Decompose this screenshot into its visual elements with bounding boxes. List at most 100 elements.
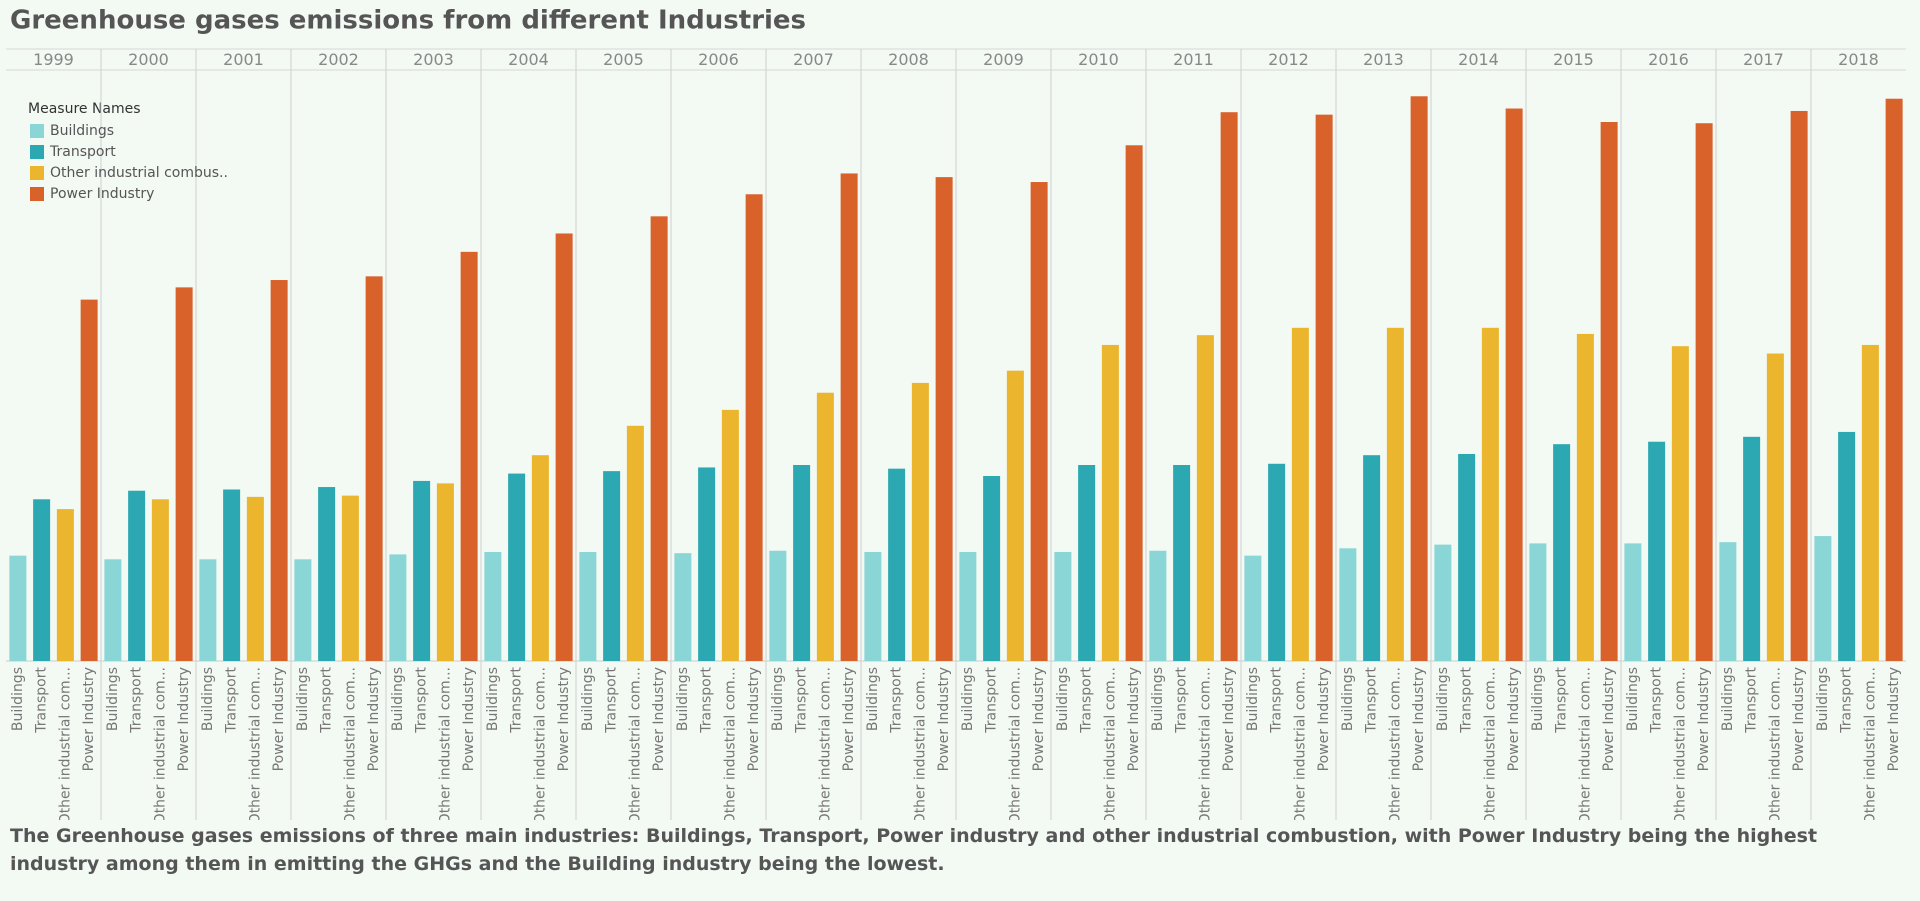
x-tick-label: Buildings [1245,667,1261,731]
x-tick-label: Power Industry [1126,667,1142,771]
bar [294,559,312,661]
x-tick-label: Power Industry [1316,667,1332,771]
legend-label: Transport [49,144,116,160]
bar [508,473,526,661]
x-header-label: 2009 [983,50,1024,69]
bar [840,173,858,661]
bar [1078,465,1096,661]
bar [1553,444,1571,661]
x-tick-label: Buildings [1340,667,1356,731]
bar [1101,344,1119,661]
bar [223,489,241,661]
bar [1054,551,1072,661]
x-tick-label: Other industrial com... [437,667,453,820]
x-header-label: 2002 [318,50,359,69]
bar [151,499,169,661]
x-header-label: 2010 [1078,50,1119,69]
bar [769,550,787,661]
x-tick-label: Other industrial com... [722,667,738,820]
x-tick-label: Buildings [1055,667,1071,731]
x-tick-label: Other industrial com... [1577,667,1593,820]
legend-swatch [30,166,44,180]
x-tick-label: Buildings [1150,667,1166,731]
x-tick-label: Transport [794,666,810,733]
bar [816,392,834,661]
x-tick-label: Buildings [1530,667,1546,731]
x-tick-label: Transport [509,666,525,733]
bar [1719,542,1737,661]
bar [1291,327,1309,661]
x-tick-label: Power Industry [1886,667,1902,771]
x-tick-label: Power Industry [1221,667,1237,771]
bar [888,468,906,661]
bar [1743,436,1761,661]
x-tick-label: Power Industry [461,667,477,771]
bar [484,551,502,661]
bar [56,509,74,661]
x-tick-label: Buildings [485,667,501,731]
bar [460,251,478,661]
x-tick-label: Power Industry [1601,667,1617,771]
x-tick-label: Other industrial com... [1197,667,1213,820]
x-header-label: 2003 [413,50,454,69]
bar [1481,327,1499,661]
bar [1648,441,1666,661]
bar [341,495,359,661]
x-header-label: 2015 [1553,50,1594,69]
bar [626,425,644,661]
x-header-label: 2016 [1648,50,1689,69]
bar [1410,96,1428,661]
x-tick-label: Other industrial com... [1672,667,1688,820]
legend-swatch [30,124,44,138]
bar [959,551,977,661]
bar [1244,555,1262,661]
x-tick-label: Power Industry [1791,667,1807,771]
bar [1861,344,1879,661]
bar [864,551,882,661]
x-tick-label: Power Industry [936,667,952,771]
bar [1695,123,1713,662]
x-tick-label: Transport [414,666,430,733]
bar [1671,346,1689,661]
x-tick-label: Buildings [580,667,596,731]
x-tick-label: Other industrial com... [817,667,833,820]
bar [721,409,739,661]
x-tick-label: Transport [889,666,905,733]
bar [603,471,621,661]
bar [1814,536,1832,661]
x-tick-label: Power Industry [1411,667,1427,771]
bar [793,465,811,661]
bar [935,177,953,661]
bar [175,287,193,661]
bar [674,553,692,661]
x-tick-label: Buildings [200,667,216,731]
bar [1196,335,1214,661]
bar [246,496,264,661]
bar [33,499,51,661]
x-header-label: 2017 [1743,50,1784,69]
x-tick-label: Transport [1269,666,1285,733]
x-tick-label: Buildings [1435,667,1451,731]
bar [1030,182,1048,661]
bar [1006,370,1024,661]
x-tick-label: Transport [699,666,715,733]
x-tick-label: Buildings [865,667,881,731]
legend-title: Measure Names [28,101,141,117]
x-tick-label: Transport [1554,666,1570,733]
bar [104,559,122,661]
legend-label: Power Industry [50,186,154,202]
x-tick-label: Buildings [10,667,26,731]
x-tick-label: Transport [319,666,335,733]
legend-swatch [30,145,44,159]
legend-label: Other industrial combus.. [50,165,228,181]
x-tick-label: Power Industry [81,667,97,771]
bar [1624,543,1642,661]
x-tick-label: Buildings [295,667,311,731]
bar [1386,327,1404,661]
x-tick-label: Transport [1649,666,1665,733]
x-tick-label: Transport [984,666,1000,733]
bar [1315,114,1333,661]
x-tick-label: Power Industry [746,667,762,771]
bar [1505,108,1523,661]
bar [1600,122,1618,661]
